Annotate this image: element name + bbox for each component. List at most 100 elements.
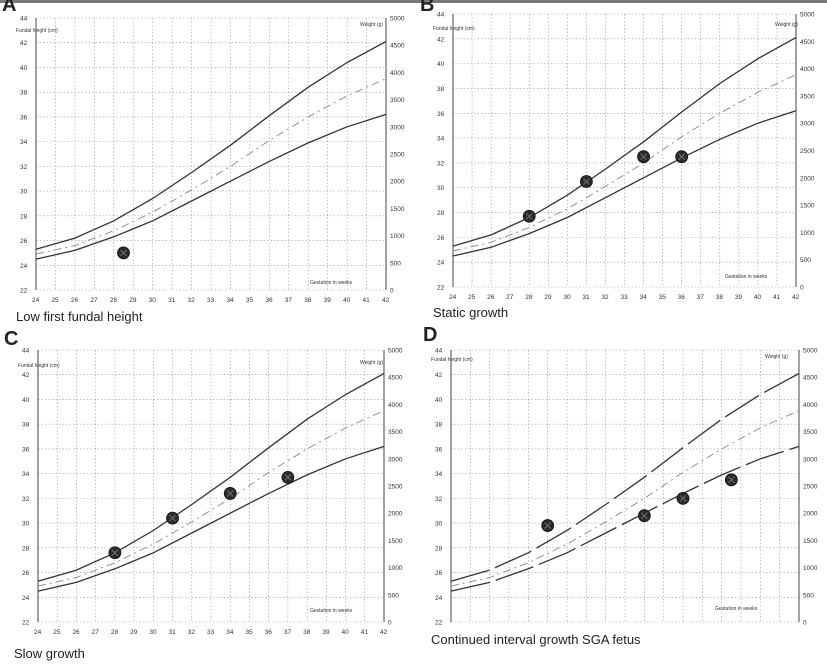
panel-d: D 22 24 26 28 30 32 34 36 38 40 42 44 0 500 1000 1500 20… [415,324,827,665]
y-tick-label: 34 [437,136,445,143]
caption: Static growth [433,305,509,320]
y2-tick-label: 4000 [390,70,405,77]
panel-letter: A [2,0,17,16]
x-tick-label: 29 [544,294,552,301]
y-tick-label: 28 [20,213,28,220]
x-tick-label: 30 [149,297,157,304]
y2-tick-label: 1000 [388,565,403,572]
median-centile-line [450,410,800,587]
y-tick-label: 28 [437,210,445,217]
lower-centile-line [35,113,387,260]
y2-tick-label: 4000 [800,66,815,73]
y-tick-label: 40 [22,397,30,404]
y2-tick-label: 2500 [388,484,403,491]
median-centile-line [452,74,797,252]
y2-tick-label: 1500 [390,206,405,213]
y-tick-label: 44 [22,348,30,355]
caption: Low first fundal height [16,309,143,324]
y2-tick-label: 2000 [388,511,403,518]
y2-tick-label: 4500 [800,39,815,46]
y-tick-label: 44 [437,12,445,19]
y-axis-title: Fundal height (cm) [433,26,475,32]
x-tick-label: 31 [168,297,176,304]
x-tick-label: 39 [735,294,743,301]
x-tick-label: 41 [363,297,371,304]
measurement-point-cross [678,153,685,161]
measurement-point-cross [544,522,551,529]
y2-tick-label: 3500 [388,429,403,436]
measurement-point-cross [679,495,687,502]
x-tick-label: 32 [188,629,196,636]
y2-tick-label: 0 [800,285,804,292]
y-tick-label: 26 [22,570,30,577]
y-tick-label: 32 [437,160,445,167]
chart-d: 22 24 26 28 30 32 34 36 38 40 42 44 0 500 1000 1500 2000… [435,348,818,627]
x-tick-label: 28 [110,297,118,304]
measurement-point-cross [640,153,647,161]
measurement-point-cross [226,490,234,497]
median-centile-line [35,78,387,255]
y2-tick-label: 3000 [388,456,403,463]
y-tick-label: 22 [437,285,445,292]
y2-tick-label: 3500 [803,429,818,436]
y2-tick-label: 4500 [390,43,405,50]
x-tick-label: 25 [468,294,476,301]
y-tick-label: 22 [20,288,28,295]
y2-tick-label: 3500 [800,93,815,100]
y2-tick-label: 0 [803,620,807,627]
panel-letter: B [420,0,435,16]
y2-tick-label: 1000 [390,233,405,240]
y-tick-label: 40 [435,397,443,404]
panel-b: B 22 24 26 28 30 32 34 36 38 40 42 44 0 500 1000 1500 20… [415,0,827,330]
y-axis-title: Fundal height (cm) [16,28,58,34]
y2-tick-label: 500 [390,260,401,267]
y2-tick-label: 0 [390,288,394,295]
x-axis-title: Gestation in weeks [715,606,758,612]
y-tick-label: 26 [437,235,445,242]
y-tick-label: 26 [20,238,28,245]
y-tick-label: 42 [20,40,28,47]
lower-centile-line [450,445,800,592]
x-tick-label: 26 [72,629,80,636]
chart-b: 22 24 26 28 30 32 34 36 38 40 42 44 0 500 1000 1500 2000… [437,12,815,302]
x-tick-label: 24 [32,297,40,304]
y-tick-label: 34 [20,139,28,146]
measurement-point-cross [641,512,648,519]
caption: Continued interval growth SGA fetus [431,632,641,647]
x-tick-label: 33 [621,294,629,301]
x-tick-label: 35 [659,294,667,301]
upper-centile-line [450,372,800,582]
median-centile-line [37,410,385,587]
chart-c: 22 24 26 28 30 32 34 36 38 40 42 44 0 500 1000 1500 2000… [22,348,403,637]
y-tick-label: 24 [20,263,28,270]
x-tick-label: 31 [169,629,177,636]
x-tick-label: 29 [130,629,138,636]
panel-letter: C [4,328,19,350]
y2-tick-label: 4500 [803,375,818,382]
measurement-point-cross [583,178,590,185]
x-tick-label: 41 [361,629,369,636]
y-tick-label: 36 [20,114,28,121]
x-tick-label: 39 [324,297,332,304]
x-tick-label: 28 [111,629,119,636]
y2-tick-label: 1500 [800,203,815,210]
x-tick-label: 28 [525,294,533,301]
x-tick-label: 30 [149,629,157,636]
lower-centile-line [452,110,797,257]
panel-c: C 22 24 26 28 30 32 34 36 38 40 42 44 0 500 1000 1500 20… [0,328,415,665]
x-tick-label: 26 [487,294,495,301]
x-tick-label: 42 [382,297,390,304]
x-tick-label: 27 [92,629,100,636]
y-tick-label: 24 [435,595,443,602]
panel-a: A 22 24 26 28 30 32 34 36 38 40 42 44 0 500 1000 1500 20… [0,0,415,330]
x-tick-label: 24 [449,294,457,301]
x-tick-label: 27 [506,294,514,301]
measurement-point-cross [284,474,292,481]
y-tick-label: 44 [435,348,443,355]
upper-centile-line [35,40,387,250]
x-tick-label: 24 [34,629,42,636]
y-tick-label: 42 [435,372,443,379]
y2-tick-label: 3000 [803,456,818,463]
x-axis-title: Gestation in weeks [725,274,768,280]
x-tick-label: 37 [697,294,705,301]
